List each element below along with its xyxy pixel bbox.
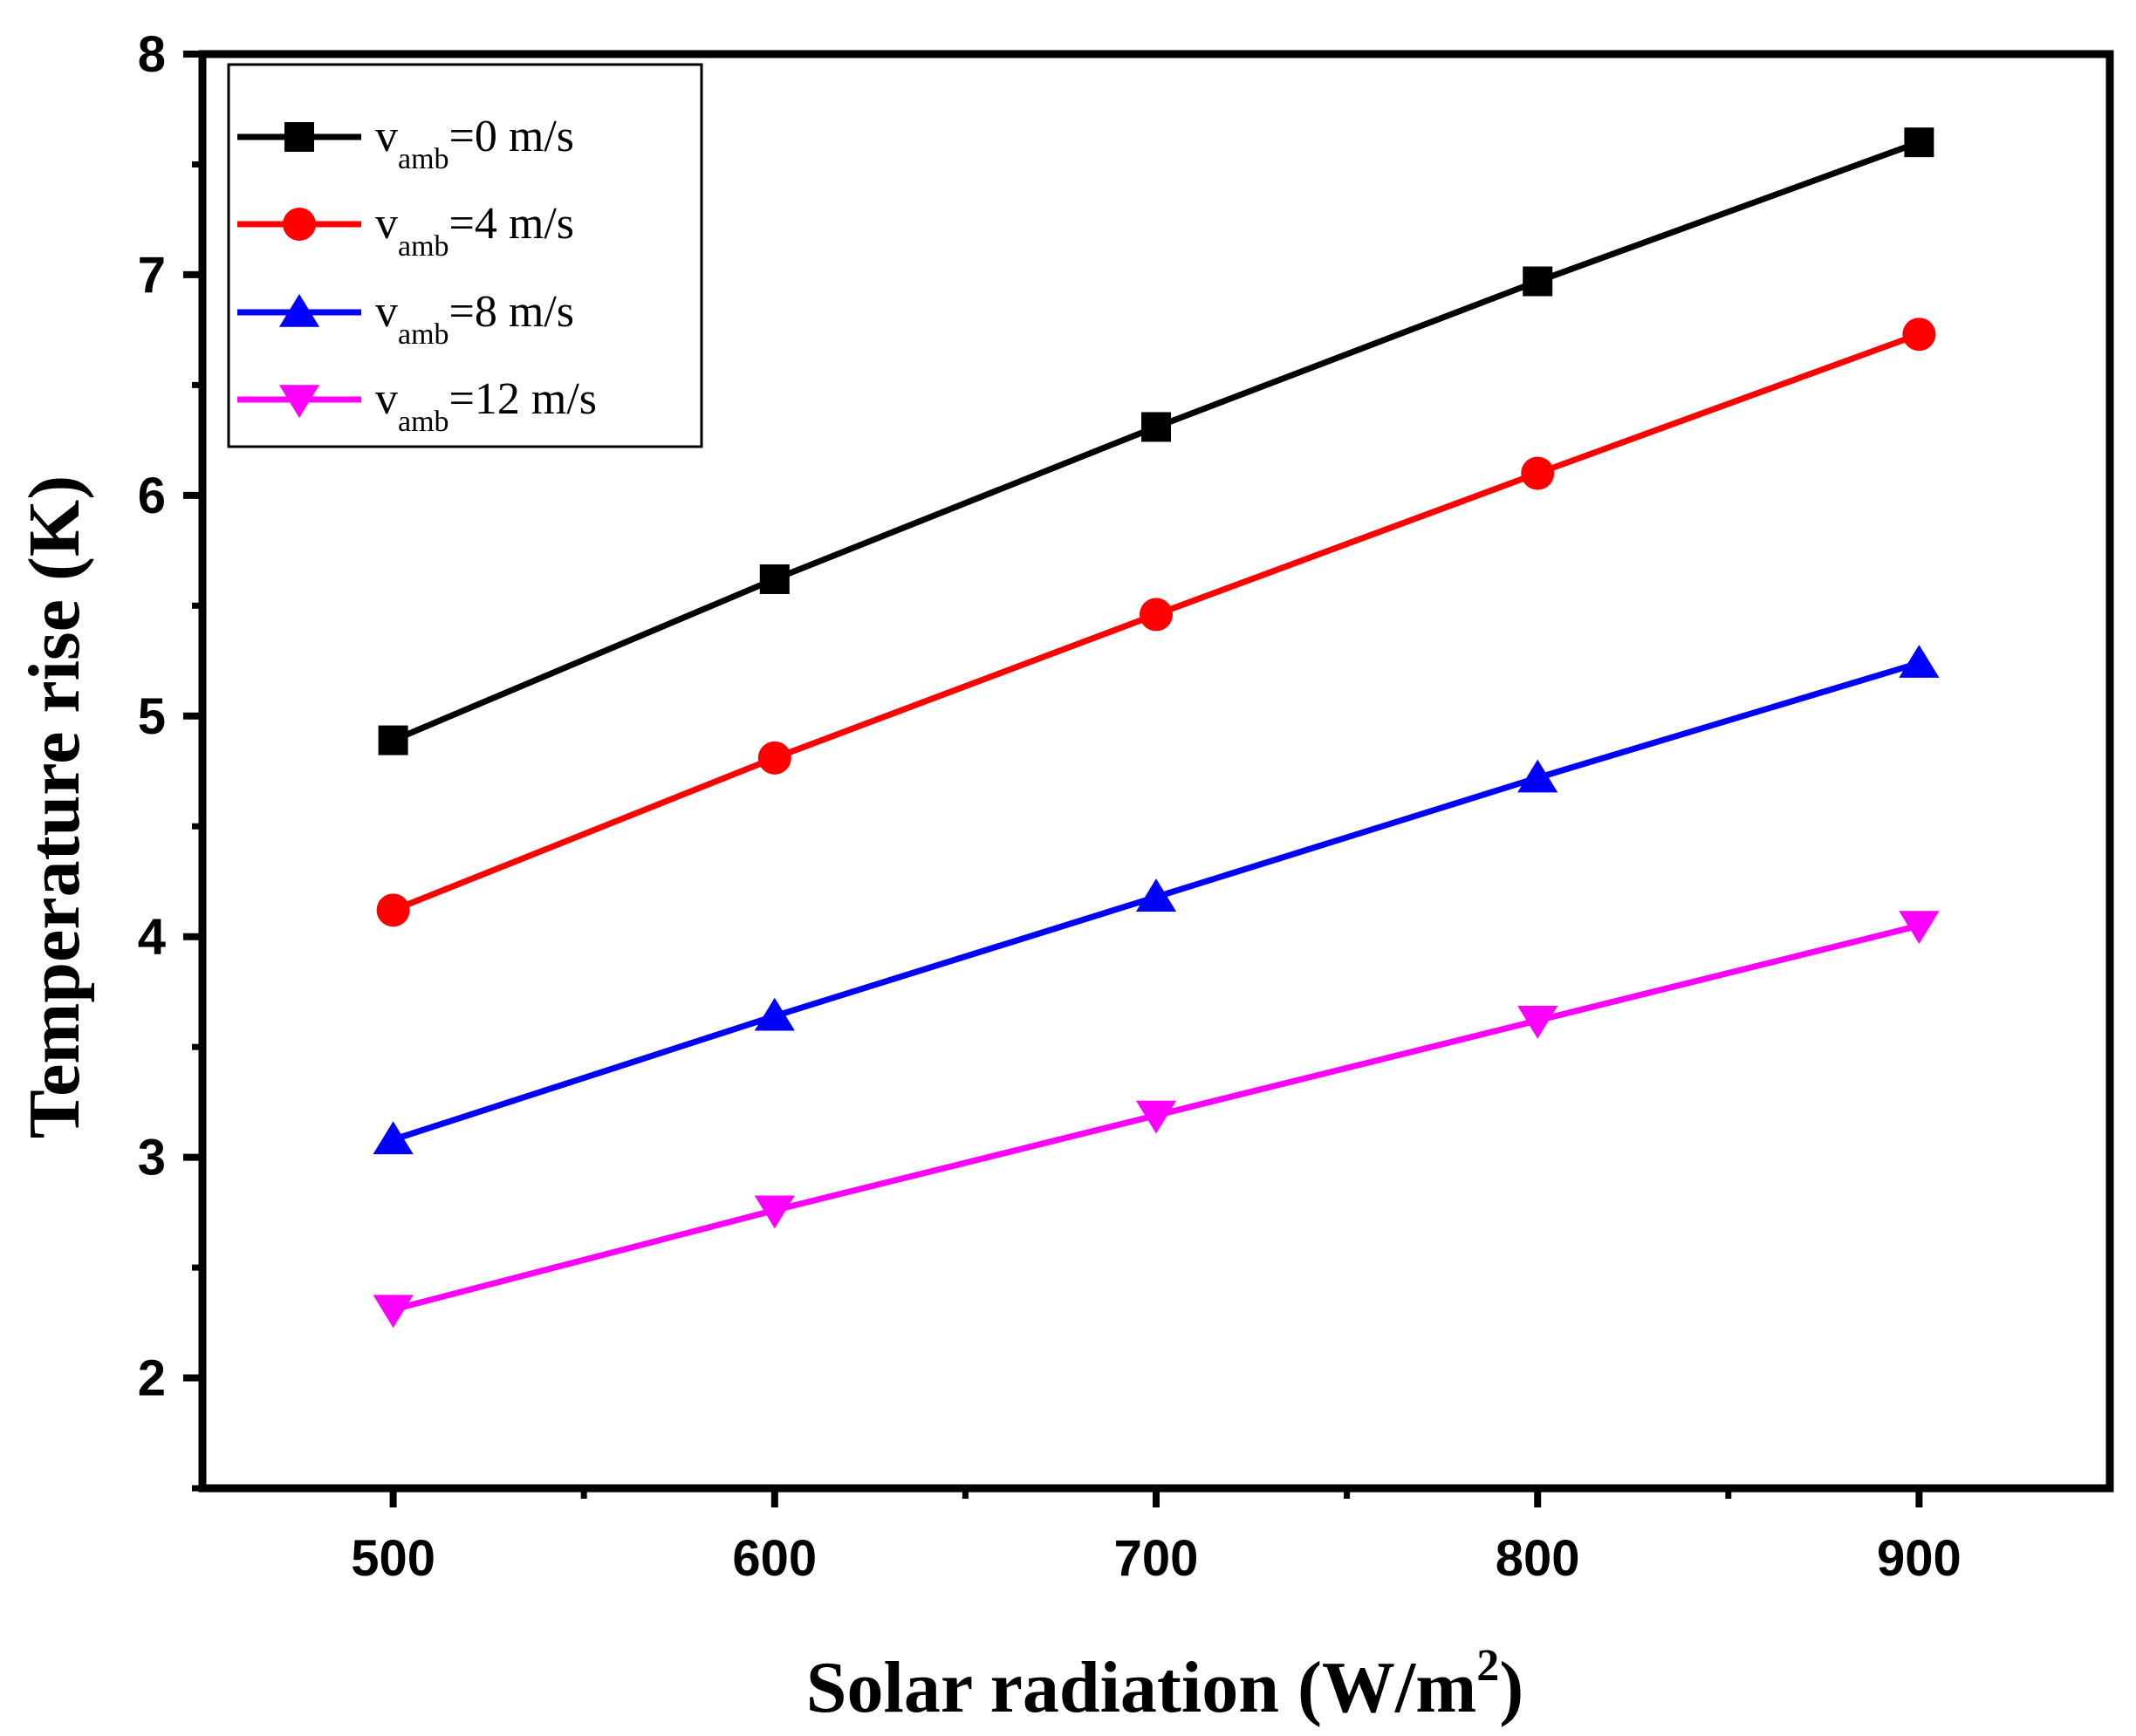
y-tick-label: 5 (138, 688, 166, 745)
data-point-s0-p1 (759, 564, 790, 594)
data-point-s1-p4 (1902, 318, 1936, 352)
legend-label-main: v (375, 374, 398, 424)
y-tick-label: 8 (138, 26, 166, 83)
data-point-s0-p4 (1904, 127, 1934, 158)
legend-marker-3 (278, 385, 320, 418)
legend-label-main: v (375, 199, 398, 249)
legend-label-rest: =4 m/s (449, 199, 574, 249)
data-point-s2-p2 (1135, 878, 1177, 912)
y-tick-labels: 2 3 4 5 6 7 8 (138, 26, 166, 1407)
x-tick-label: 500 (351, 1530, 435, 1587)
data-point-s3-p3 (1517, 1006, 1558, 1039)
data-point-s1-p1 (757, 741, 791, 775)
x-axis-title-end: ) (1499, 1647, 1523, 1728)
plot-frame (198, 50, 2114, 1493)
x-tick-label: 700 (1114, 1530, 1199, 1587)
data-point-s3-p0 (373, 1295, 414, 1329)
y-tick-label: 3 (138, 1130, 166, 1186)
legend-label-main: v (375, 287, 398, 337)
data-point-s3-p1 (754, 1195, 795, 1229)
legend-label-2: vamb=8 m/s (375, 287, 574, 351)
data-point-s0-p3 (1523, 266, 1553, 297)
y-axis-title: Temperature rise (K) (14, 475, 95, 1138)
legend-label-1: vamb=4 m/s (375, 199, 574, 263)
legend-label-0: vamb=0 m/s (375, 112, 574, 175)
data-point-s3-p4 (1899, 911, 1940, 945)
legend-marker-0 (284, 122, 314, 152)
y-tick-label: 6 (138, 468, 166, 524)
legend-label-main: v (375, 112, 398, 161)
x-tick-labels: 500 600 700 800 900 (351, 1530, 1961, 1587)
data-point-s3-p2 (1135, 1100, 1177, 1134)
data-point-s0-p0 (378, 725, 408, 755)
x-tick-label: 900 (1877, 1530, 1961, 1587)
legend-label-sub: amb (398, 230, 449, 263)
data-point-s0-p2 (1141, 412, 1171, 442)
data-point-s2-p1 (754, 997, 795, 1031)
legend-label-sub: amb (398, 406, 449, 438)
x-tick-label: 600 (732, 1530, 817, 1587)
legend-label-rest: =12 m/s (449, 374, 597, 424)
y-tick-label: 4 (138, 909, 166, 966)
legend-marker-1 (283, 208, 316, 241)
data-point-s1-p0 (376, 893, 410, 927)
data-point-s2-p4 (1899, 645, 1940, 678)
x-axis-title-sup: 2 (1476, 1641, 1499, 1691)
legend-label-3: vamb=12 m/s (375, 374, 597, 438)
legend-label-rest: =8 m/s (449, 287, 574, 337)
legend-label-sub: amb (398, 318, 449, 351)
data-point-s1-p2 (1140, 598, 1173, 632)
y-tick-label: 2 (138, 1350, 166, 1407)
data-point-s1-p3 (1521, 456, 1555, 490)
x-tick-label: 800 (1496, 1530, 1580, 1587)
y-tick-label: 7 (138, 247, 166, 304)
legend-label-sub: amb (398, 143, 449, 175)
data-point-s2-p0 (373, 1121, 414, 1155)
data-point-s2-p3 (1517, 759, 1558, 793)
x-axis-title-main: Solar radiation (W/m (806, 1647, 1476, 1728)
legend-label-rest: =0 m/s (449, 112, 574, 161)
x-axis-title: Solar radiation (W/m2) (806, 1641, 1523, 1728)
series-markers (373, 127, 1940, 1329)
legend-marker-2 (278, 294, 320, 327)
